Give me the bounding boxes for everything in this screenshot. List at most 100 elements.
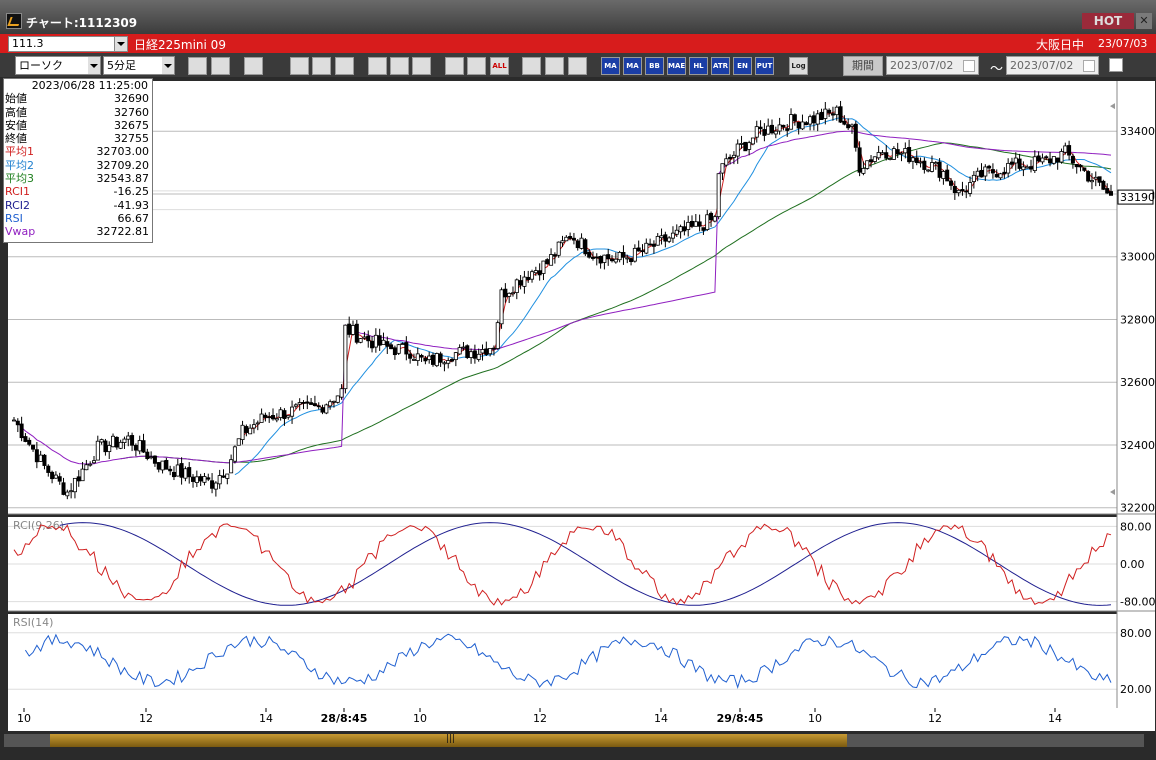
undo-icon[interactable] [412, 57, 431, 75]
candle [88, 461, 93, 467]
candle [50, 470, 55, 484]
candle-body [50, 471, 55, 480]
indicator-button-0[interactable]: MA [601, 57, 620, 75]
candle-body [518, 280, 523, 286]
candle [206, 473, 211, 482]
option-checkbox[interactable] [1109, 58, 1123, 72]
candle-body [663, 234, 668, 242]
indicator-button-4[interactable]: HL [689, 57, 708, 75]
indicator-button-5[interactable]: ATR [711, 57, 730, 75]
candle [990, 163, 995, 179]
info-label: 平均1 [5, 145, 34, 159]
candle [107, 441, 112, 460]
candle [1044, 155, 1049, 160]
candle-body [983, 166, 988, 177]
candle [880, 150, 885, 156]
code-input[interactable]: 111.3 [8, 36, 119, 52]
indicator-button-2[interactable]: BB [645, 57, 664, 75]
chart-app-icon [6, 13, 22, 29]
draw-line-icon[interactable] [368, 57, 387, 75]
candle-body [861, 167, 866, 174]
candle [842, 115, 847, 126]
candle [240, 420, 245, 445]
candle-body [636, 247, 641, 252]
chart-area[interactable]: 3340033200330003280032600324003220033190… [0, 77, 1156, 731]
candle [648, 238, 653, 246]
candle-body [880, 152, 885, 155]
info-icon[interactable] [335, 57, 354, 75]
candle [571, 232, 576, 245]
indicator-button-6[interactable]: EN [733, 57, 752, 75]
candle-body [971, 174, 976, 182]
indicator-button-7[interactable]: PUT [755, 57, 774, 75]
candle [331, 400, 336, 408]
indicator-button-1[interactable]: MA [623, 57, 642, 75]
candle [236, 438, 241, 446]
candle-body [427, 355, 432, 361]
candle-body [693, 221, 698, 227]
from-date-input[interactable]: 2023/07/02 [886, 56, 979, 75]
candle-body [400, 343, 405, 345]
candle [629, 257, 634, 266]
candle [899, 151, 904, 162]
candle-body [229, 459, 234, 474]
tool-icon[interactable] [545, 57, 564, 75]
chevron-down-icon[interactable] [162, 57, 174, 74]
candle [259, 408, 264, 423]
info-value: 32675 [114, 118, 149, 132]
scroll-thumb[interactable] [50, 734, 847, 747]
candle-body [103, 440, 108, 453]
candle-body [225, 473, 230, 479]
crosshair-icon[interactable] [211, 57, 230, 75]
all-icon[interactable]: ALL [490, 57, 509, 75]
calendar-icon[interactable] [1083, 60, 1095, 72]
candle-body [701, 227, 706, 231]
indicator-button-3[interactable]: MAE [667, 57, 686, 75]
rci-tick-label: -80.00 [1120, 596, 1155, 609]
pointer-icon[interactable] [390, 57, 409, 75]
calendar-icon[interactable] [963, 60, 975, 72]
candle-body [903, 148, 908, 154]
candle-body [271, 415, 276, 420]
candle [865, 160, 870, 170]
candle [838, 100, 843, 123]
candle-body [808, 116, 813, 125]
grip-icon[interactable]: ||| [446, 734, 456, 744]
candle-body [720, 163, 725, 174]
candle-body [800, 121, 805, 130]
candle-body [408, 353, 413, 359]
interval-select[interactable]: 5分足 [103, 56, 175, 75]
candle [636, 240, 641, 252]
indicator-button-8[interactable]: Log [789, 57, 808, 75]
settings-icon[interactable] [522, 57, 541, 75]
candle-body [282, 410, 287, 419]
compare-icon[interactable] [312, 57, 331, 75]
color-icon[interactable] [568, 57, 587, 75]
chart-type-select[interactable]: ローソク [15, 56, 101, 75]
info-label: 高値 [5, 105, 27, 119]
search-icon[interactable] [188, 57, 207, 75]
candle [968, 176, 973, 197]
chevron-down-icon[interactable] [114, 36, 128, 52]
candle-body [347, 323, 352, 335]
candle-body [579, 237, 584, 249]
candle [811, 111, 816, 131]
table-icon[interactable] [290, 57, 309, 75]
ma2-line [234, 117, 1112, 476]
candle-body [907, 147, 912, 163]
period-button[interactable]: 期間 [843, 56, 883, 76]
zoom-in-icon[interactable] [445, 57, 464, 75]
alert-icon[interactable] [244, 57, 263, 75]
candle [545, 258, 550, 265]
candle-body [918, 161, 923, 164]
candle [1097, 176, 1102, 187]
candle-body [335, 395, 340, 403]
hot-button[interactable]: HOT [1082, 13, 1134, 29]
candle-body [648, 243, 653, 246]
zoom-out-icon[interactable] [467, 57, 486, 75]
close-icon[interactable]: ✕ [1136, 13, 1152, 29]
chevron-down-icon[interactable] [88, 57, 100, 74]
candle-body [438, 353, 443, 363]
to-date-input[interactable]: 2023/07/02 [1006, 56, 1099, 75]
rci-tick-label: 0.00 [1120, 558, 1145, 571]
